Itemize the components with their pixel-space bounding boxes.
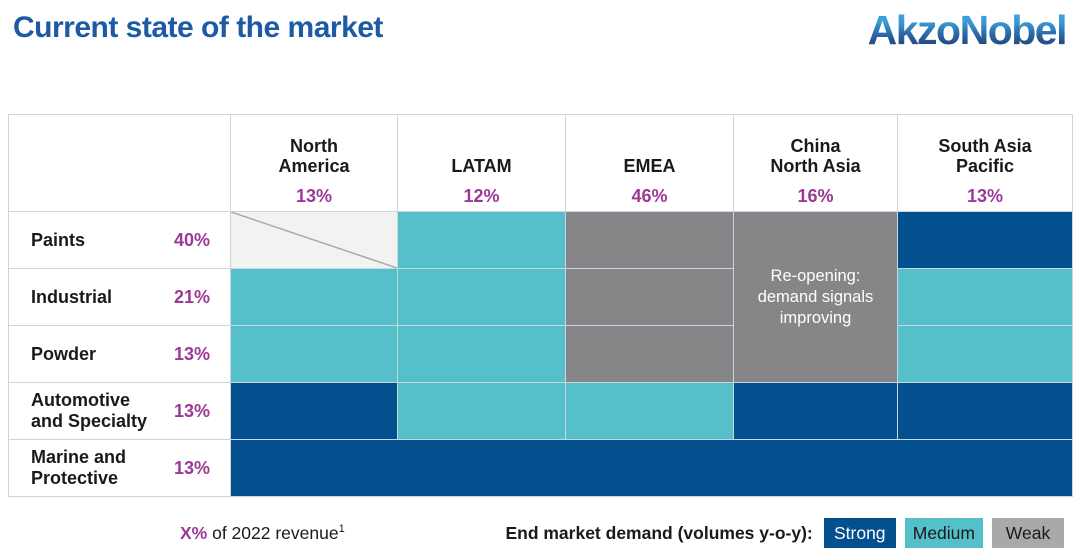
column-label: LATAM [451,155,512,176]
column-revenue-share: 13% [295,185,333,206]
column-revenue-share: 13% [966,185,1004,206]
cell-automotive-south-asia-pacific [897,382,1073,440]
row-label: Powder [31,343,97,364]
row-label: Paints [31,229,86,250]
cell-powder-north-america [230,325,398,383]
row-revenue-share: 13% [173,457,210,478]
cell-marine-all-regions-merged [230,439,1073,497]
column-label: South Asia Pacific [938,135,1032,176]
corner-cell [8,114,231,212]
row-label: Marine and Protective [31,447,127,488]
row-header-automotive-and-specialty: Automotive and Specialty 13% [8,382,231,440]
legend-swatch-medium: Medium [904,518,983,548]
demand-legend: End market demand (volumes y-o-y): Stron… [505,518,1072,548]
akzonobel-logo: AkzoNobel [867,7,1068,53]
footer: X% of 2022 revenue1 End market demand (v… [8,518,1072,548]
cell-powder-emea [565,325,734,383]
row-header-marine-and-protective: Marine and Protective 13% [8,439,231,497]
cell-automotive-emea [565,382,734,440]
cell-paints-south-asia-pacific [897,211,1073,269]
diagonal-strikethrough-icon [231,212,397,268]
cell-industrial-latam [397,268,566,326]
row-header-paints: Paints 40% [8,211,231,269]
legend-swatch-weak: Weak [992,518,1064,548]
column-label: North America [278,135,350,176]
cell-paints-north-america-not-applicable [230,211,398,269]
column-label: EMEA [623,155,676,176]
cell-industrial-south-asia-pacific [897,268,1073,326]
row-header-powder: Powder 13% [8,325,231,383]
legend-swatch-strong: Strong [823,518,896,548]
row-revenue-share: 13% [173,400,210,421]
cell-powder-south-asia-pacific [897,325,1073,383]
row-header-industrial: Industrial 21% [8,268,231,326]
column-header-north-america: North America 13% [230,114,398,212]
cell-automotive-north-america [230,382,398,440]
column-label: China North Asia [770,135,861,176]
footnote-text: of 2022 revenue [207,522,339,543]
page-title: Current state of the market [13,11,383,44]
footnote-superscript: 1 [338,522,345,535]
row-label: Automotive and Specialty [31,390,148,431]
column-header-china-north-asia: China North Asia 16% [733,114,898,212]
column-header-emea: EMEA 46% [565,114,734,212]
column-header-row: North America 13% LATAM 12% EMEA 46% Chi… [8,114,1073,212]
cell-china-north-asia-merged-note: Re-opening: demand signals improving [733,211,898,383]
column-revenue-share: 12% [463,185,500,206]
cell-industrial-north-america [230,268,398,326]
footnote-x-percent: X% [180,522,208,543]
row-powder: Powder 13% [8,325,1073,383]
cell-automotive-china-north-asia [733,382,898,440]
row-paints: Paints 40% Re-opening: demand signals im… [8,211,1073,383]
row-revenue-share: 40% [173,229,210,250]
header: Current state of the market AkzoNobel [0,0,1080,53]
cell-industrial-emea [565,268,734,326]
column-header-south-asia-pacific: South Asia Pacific 13% [897,114,1073,212]
reopening-note: Re-opening: demand signals improving [757,266,874,327]
market-demand-matrix: North America 13% LATAM 12% EMEA 46% Chi… [8,114,1073,497]
revenue-footnote: X% of 2022 revenue1 [180,523,345,544]
cell-powder-latam [397,325,566,383]
column-revenue-share: 46% [631,185,668,206]
row-marine-and-protective: Marine and Protective 13% [8,439,1073,497]
cell-automotive-latam [397,382,566,440]
row-revenue-share: 13% [173,343,210,364]
row-label: Industrial [31,286,113,307]
column-revenue-share: 16% [797,185,834,206]
legend-title: End market demand (volumes y-o-y): [505,522,813,543]
column-header-latam: LATAM 12% [397,114,566,212]
cell-paints-emea [565,211,734,269]
row-revenue-share: 21% [173,286,210,307]
row-automotive-and-specialty: Automotive and Specialty 13% [8,382,1073,440]
row-industrial: Industrial 21% [8,268,1073,326]
cell-paints-latam [397,211,566,269]
